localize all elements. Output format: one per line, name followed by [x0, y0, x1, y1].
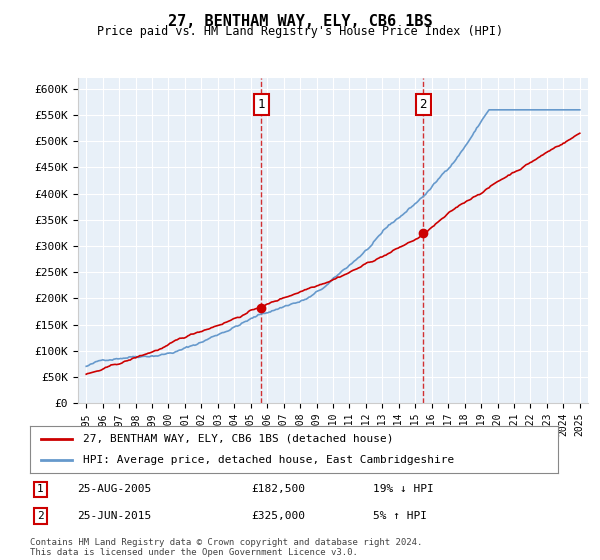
Text: 27, BENTHAM WAY, ELY, CB6 1BS: 27, BENTHAM WAY, ELY, CB6 1BS — [167, 14, 433, 29]
Text: 2: 2 — [37, 511, 44, 521]
Text: 2: 2 — [419, 98, 427, 111]
Text: 19% ↓ HPI: 19% ↓ HPI — [373, 484, 434, 494]
Text: 5% ↑ HPI: 5% ↑ HPI — [373, 511, 427, 521]
Text: 1: 1 — [37, 484, 44, 494]
Text: Price paid vs. HM Land Registry's House Price Index (HPI): Price paid vs. HM Land Registry's House … — [97, 25, 503, 38]
Text: Contains HM Land Registry data © Crown copyright and database right 2024.
This d: Contains HM Land Registry data © Crown c… — [30, 538, 422, 557]
Text: £182,500: £182,500 — [252, 484, 306, 494]
Text: 25-AUG-2005: 25-AUG-2005 — [77, 484, 152, 494]
Text: 25-JUN-2015: 25-JUN-2015 — [77, 511, 152, 521]
Text: £325,000: £325,000 — [252, 511, 306, 521]
Text: 1: 1 — [257, 98, 265, 111]
Text: HPI: Average price, detached house, East Cambridgeshire: HPI: Average price, detached house, East… — [83, 455, 454, 465]
Text: 27, BENTHAM WAY, ELY, CB6 1BS (detached house): 27, BENTHAM WAY, ELY, CB6 1BS (detached … — [83, 434, 394, 444]
